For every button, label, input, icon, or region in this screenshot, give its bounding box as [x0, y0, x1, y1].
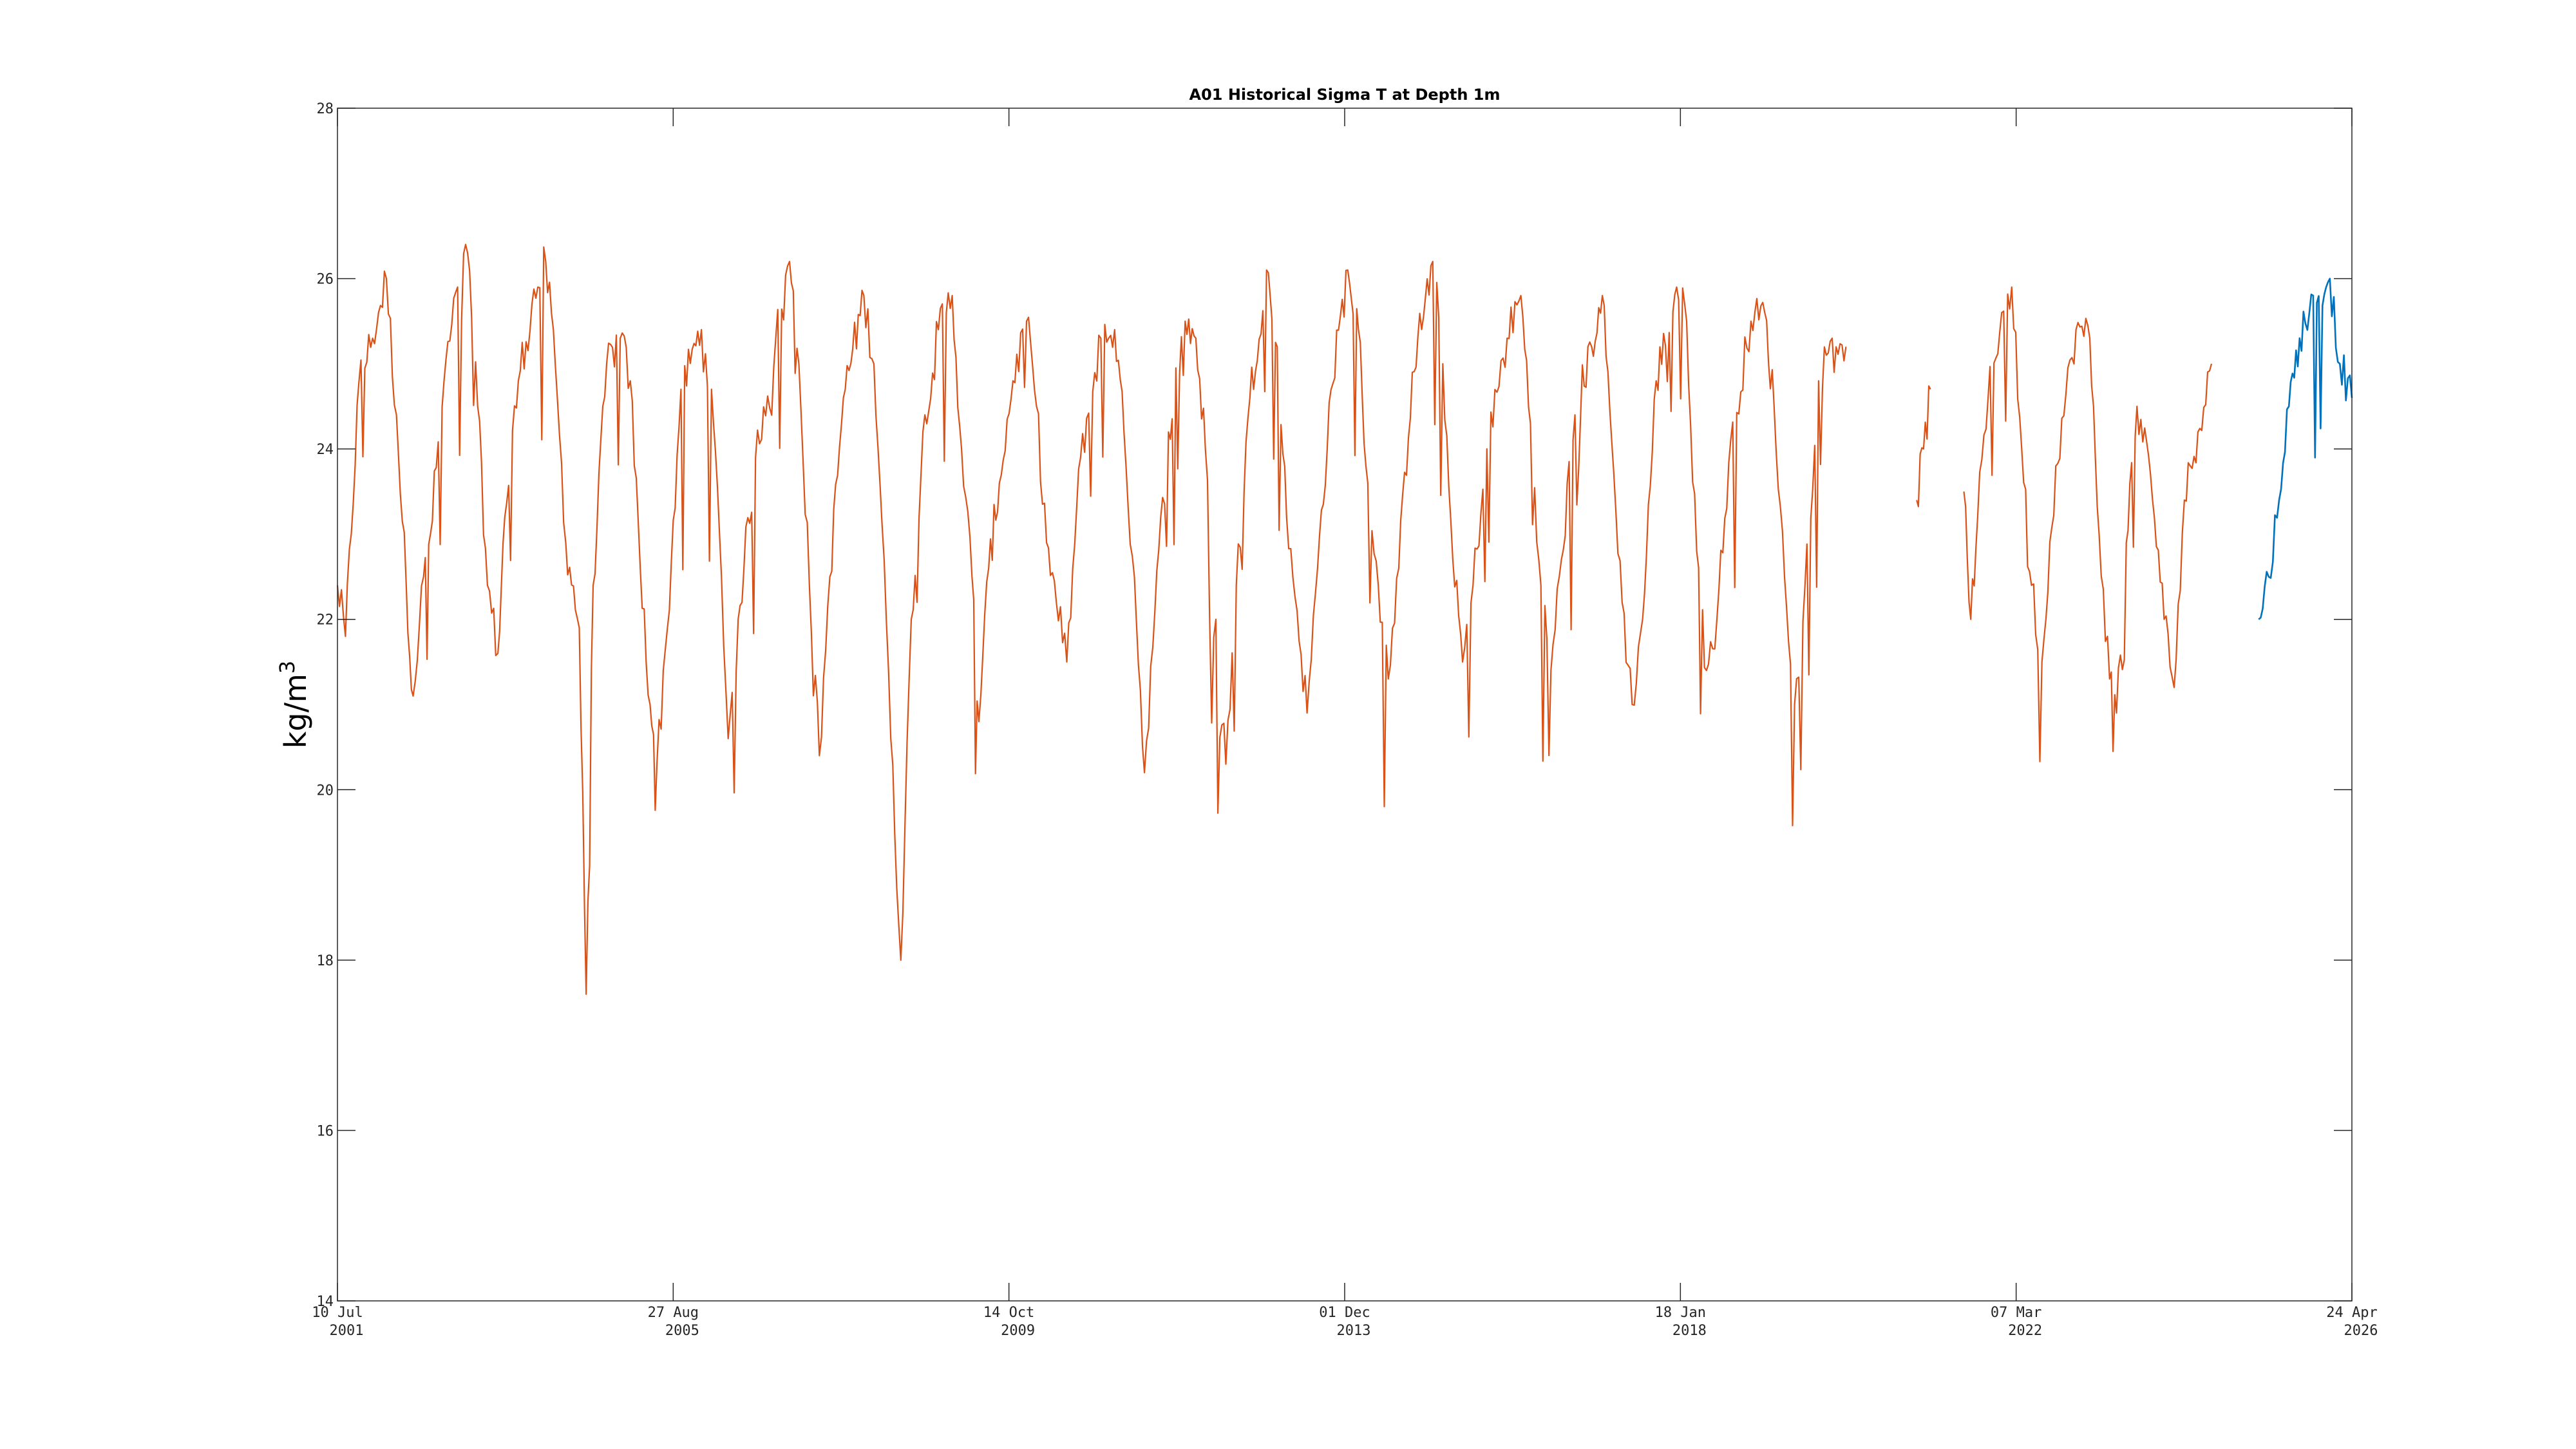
series-line-1-segment-0: [2258, 278, 2353, 620]
series-line-0-segment-0: [336, 243, 1847, 995]
x-tick-label-date-2: 14 Oct: [983, 1305, 1034, 1321]
x-tick-label-year-3: 2013: [1337, 1323, 1371, 1339]
x-tick-label-year-5: 2022: [2008, 1323, 2042, 1339]
y-tick-label-20: 20: [317, 782, 334, 799]
y-tick-label-22: 22: [317, 612, 334, 629]
x-tick-label-year-0: 2001: [330, 1323, 364, 1339]
y-tick-label-28: 28: [317, 101, 334, 117]
x-tick-label-year-2: 2009: [1001, 1323, 1035, 1339]
x-tick-label-year-6: 2026: [2344, 1323, 2378, 1339]
x-tick-label-year-4: 2018: [1672, 1323, 1707, 1339]
y-tick-label-18: 18: [317, 953, 334, 969]
series-layer: [336, 243, 2353, 995]
y-tick-label-16: 16: [317, 1123, 334, 1139]
x-tick-label-date-4: 18 Jan: [1655, 1305, 1706, 1321]
y-tick-label-26: 26: [317, 272, 334, 288]
x-tick-label-date-0: 10 Jul: [312, 1305, 363, 1321]
x-tick-label-date-6: 24 Apr: [2326, 1305, 2377, 1321]
series-line-0-segment-2: [1963, 286, 2213, 762]
x-tick-label-date-5: 07 Mar: [1991, 1305, 2041, 1321]
y-tick-label-14: 14: [317, 1294, 334, 1310]
y-axis-label-text: kg/m: [278, 674, 313, 748]
series-line-0-segment-1: [1916, 385, 1931, 507]
y-axis-label: kg/m3: [275, 661, 313, 749]
y-tick-label-24: 24: [317, 442, 334, 458]
x-tick-label-date-1: 27 Aug: [648, 1305, 699, 1321]
y-axis-label-superscript: 3: [275, 661, 299, 674]
chart-title: A01 Historical Sigma T at Depth 1m: [1189, 86, 1501, 104]
x-tick-label-year-1: 2005: [665, 1323, 699, 1339]
x-tick-label-date-3: 01 Dec: [1319, 1305, 1370, 1321]
